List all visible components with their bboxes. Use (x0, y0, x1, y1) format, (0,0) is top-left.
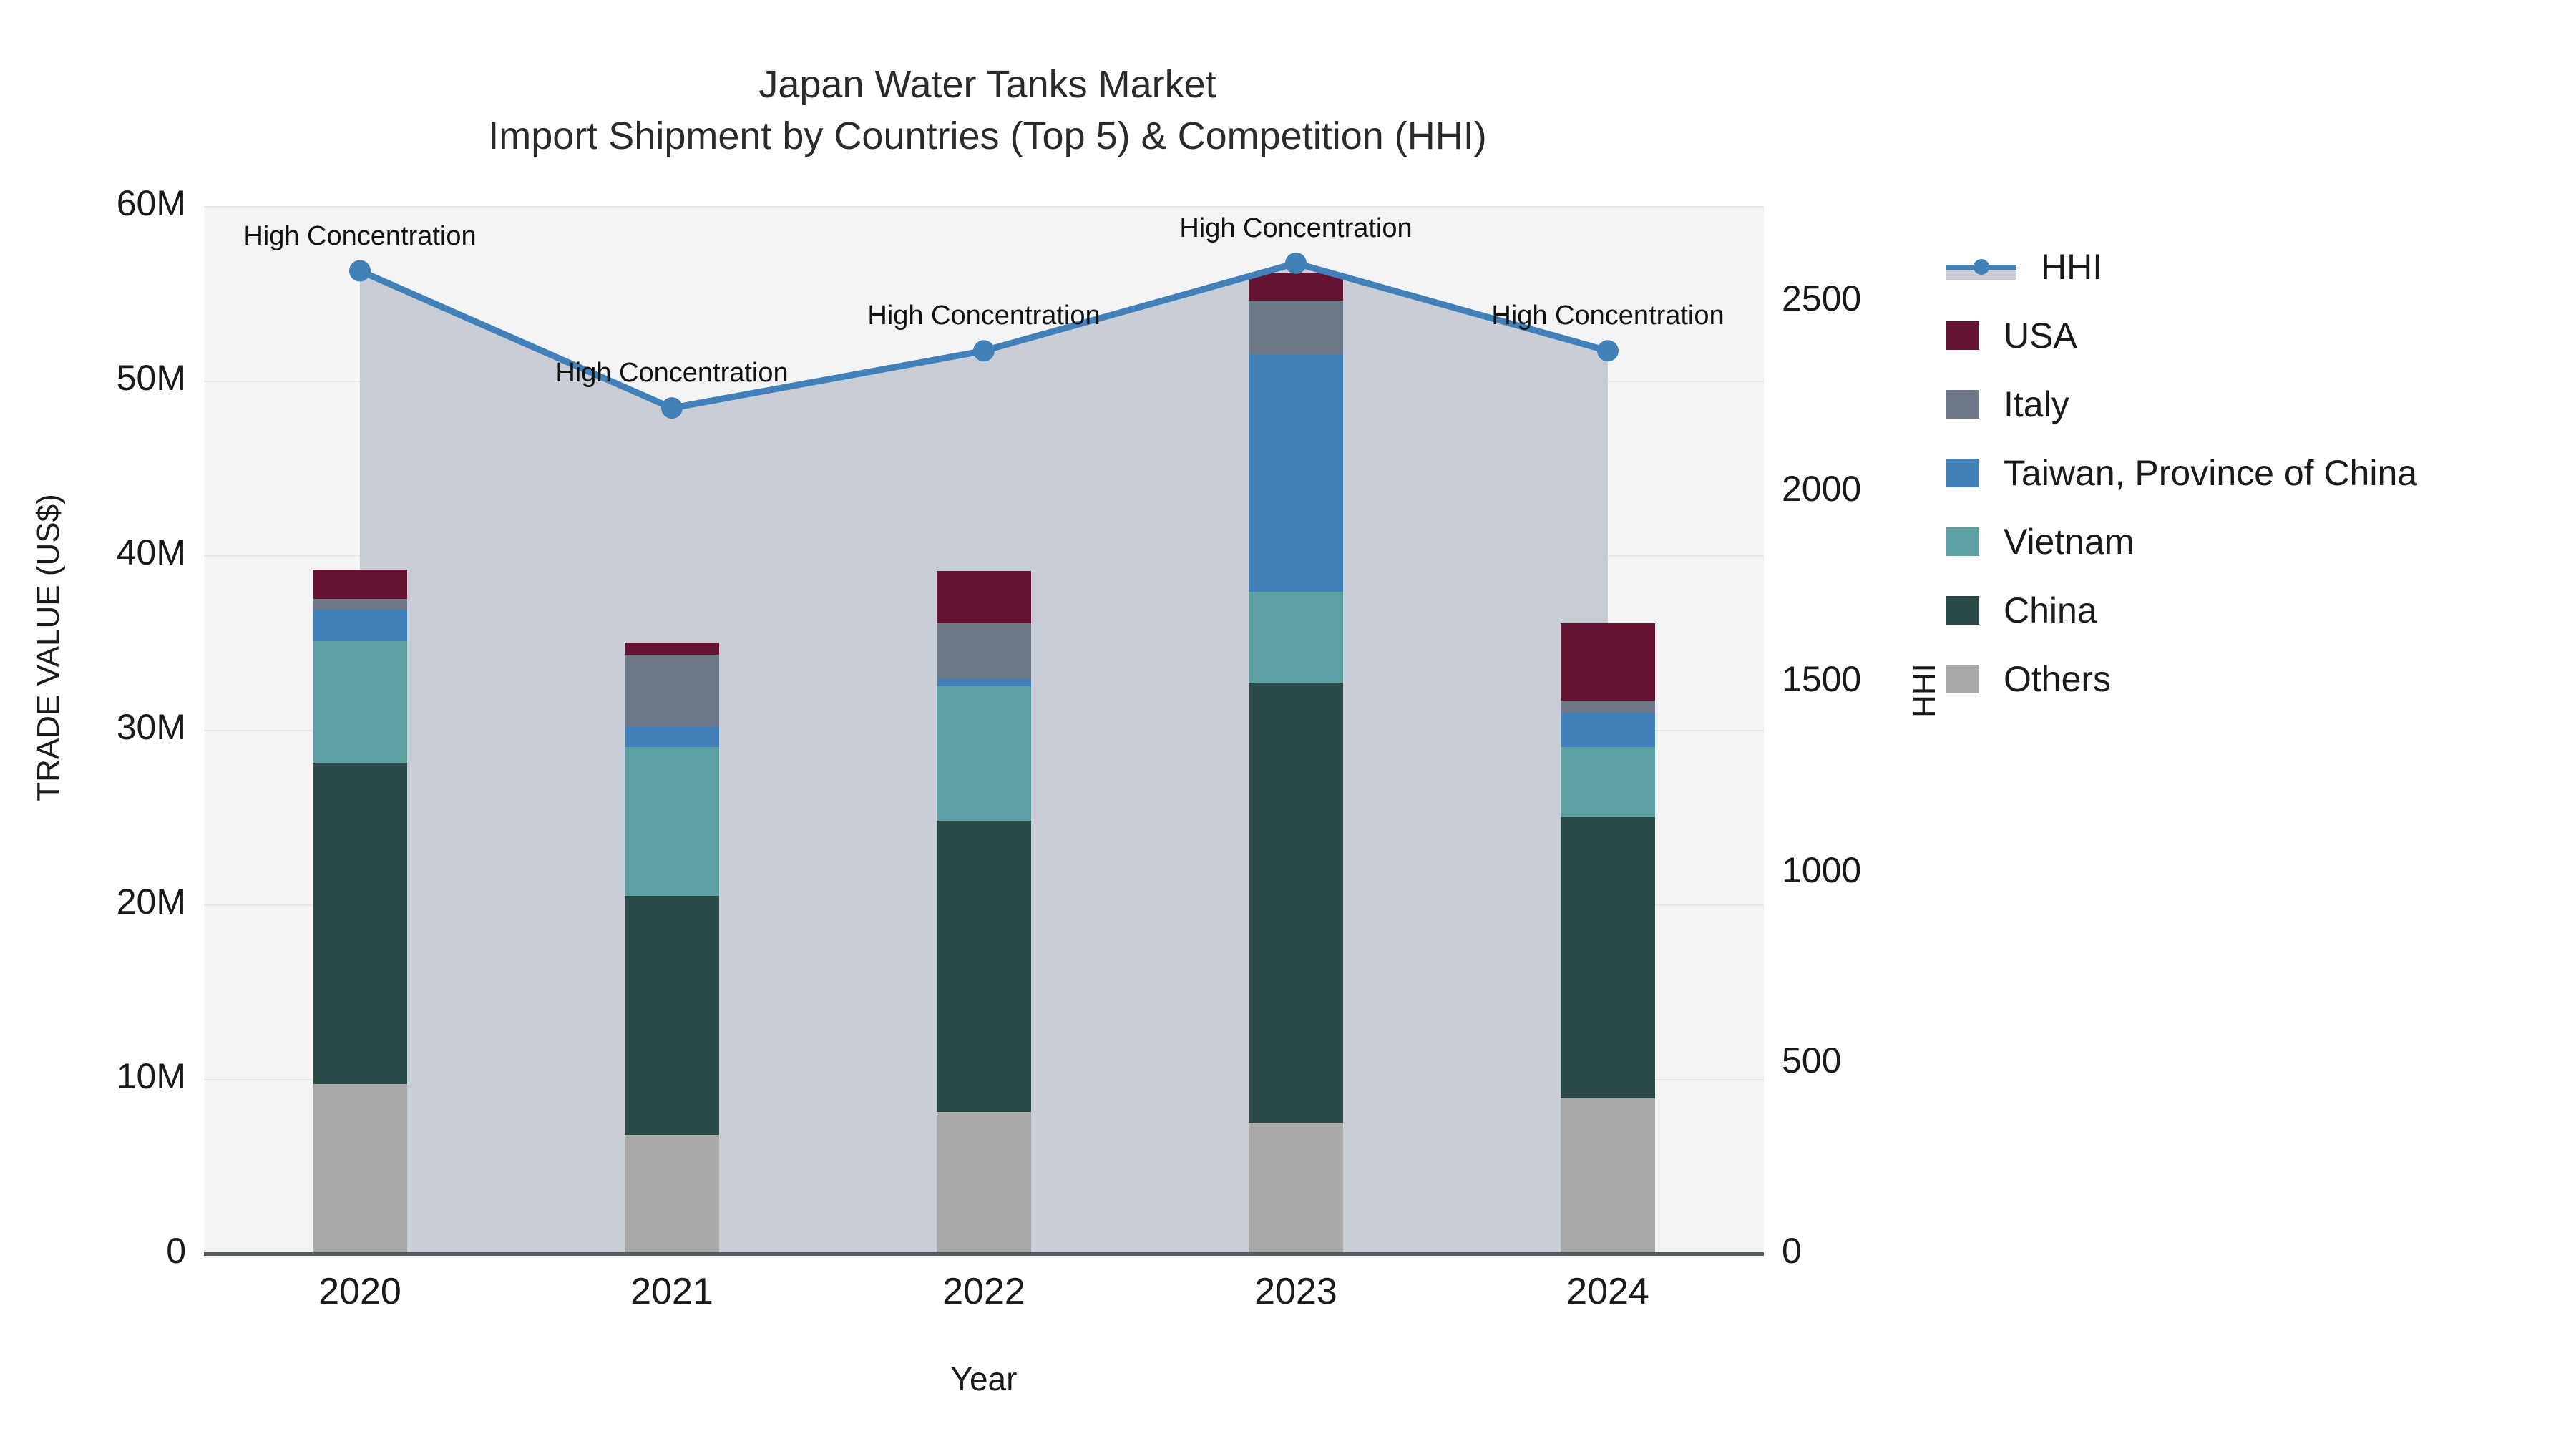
legend-item-label: Others (2004, 659, 2112, 699)
x-axis-tick-label: 2020 (318, 1271, 401, 1312)
gridline (204, 206, 1764, 208)
legend-item[interactable]: Others (1946, 645, 2562, 713)
legend-item[interactable]: China (1946, 576, 2562, 645)
legend-line-dot (1974, 259, 1989, 275)
bar-segment[interactable] (625, 643, 719, 655)
legend-item-label: Vietnam (2004, 522, 2135, 562)
bar-stack[interactable] (1561, 206, 1655, 1254)
y-axis-right-tick-label: 1000 (1782, 849, 1862, 890)
bar-segment[interactable] (625, 726, 719, 748)
legend-item-label: USA (2004, 316, 2077, 356)
x-axis-line (204, 1252, 1764, 1256)
plot-area (204, 206, 1764, 1254)
legend-item[interactable]: Vietnam (1946, 507, 2562, 576)
x-axis-tick-label: 2021 (630, 1271, 713, 1312)
legend-item[interactable]: Taiwan, Province of China (1946, 439, 2562, 507)
bar-stack[interactable] (1249, 206, 1343, 1254)
bar-segment[interactable] (1249, 272, 1343, 301)
bar-segment[interactable] (937, 1112, 1031, 1254)
y-axis-left-tick-label: 10M (116, 1056, 186, 1096)
y-axis-left-tick-label: 50M (116, 358, 186, 398)
x-axis-tick-label: 2024 (1566, 1271, 1649, 1312)
legend-line-marker-icon (1946, 253, 2016, 281)
legend-color-swatch (1946, 596, 1979, 625)
chart-title: Japan Water Tanks Market Import Shipment… (0, 59, 1975, 162)
legend-item[interactable]: HHI (1946, 233, 2562, 301)
annotation-high-concentration: High Concentration (867, 301, 1101, 331)
bar-segment[interactable] (625, 1135, 719, 1254)
legend-color-swatch (1946, 527, 1979, 556)
y-axis-right-title: HHI (1907, 663, 1942, 718)
bar-segment[interactable] (625, 895, 719, 1136)
bar-segment[interactable] (1561, 1098, 1655, 1254)
annotation-high-concentration: High Concentration (555, 358, 789, 389)
bar-segment[interactable] (1249, 354, 1343, 592)
bar-segment[interactable] (1561, 817, 1655, 1098)
bar-segment[interactable] (1249, 592, 1343, 683)
bar-segment[interactable] (313, 1084, 407, 1254)
x-axis-tick-label: 2022 (942, 1271, 1025, 1312)
bar-segment[interactable] (1561, 623, 1655, 701)
bar-segment[interactable] (1561, 700, 1655, 713)
legend: HHI USA Italy Taiwan, Province of China Viet… (1946, 233, 2562, 713)
bar-segment[interactable] (937, 570, 1031, 624)
bar-segment[interactable] (313, 763, 407, 1085)
bar-stack[interactable] (937, 206, 1031, 1254)
legend-color-swatch (1946, 665, 1979, 693)
chart-title-line-2: Import Shipment by Countries (Top 5) & C… (488, 114, 1487, 157)
x-axis-title: Year (950, 1360, 1018, 1397)
bar-segment[interactable] (1561, 747, 1655, 817)
bar-stack[interactable] (313, 206, 407, 1254)
x-axis-tick-label: 2023 (1254, 1271, 1337, 1312)
legend-item-label: Taiwan, Province of China (2004, 453, 2418, 493)
bar-segment[interactable] (937, 686, 1031, 821)
bar-segment[interactable] (1561, 712, 1655, 748)
legend-item[interactable]: USA (1946, 301, 2562, 370)
y-axis-left-tick-label: 40M (116, 532, 186, 572)
y-axis-left-tick-label: 0 (166, 1231, 186, 1271)
bar-segment[interactable] (937, 623, 1031, 680)
annotation-high-concentration: High Concentration (1179, 213, 1413, 243)
y-axis-right-tick-label: 0 (1782, 1231, 1802, 1271)
legend-item-label: China (2004, 590, 2097, 630)
legend-item[interactable]: Italy (1946, 370, 2562, 439)
legend-color-swatch (1946, 459, 1979, 487)
bar-segment[interactable] (625, 747, 719, 896)
legend-item-label: HHI (2041, 247, 2103, 287)
legend-item-label: Italy (2004, 384, 2069, 424)
bar-segment[interactable] (313, 609, 407, 641)
annotation-high-concentration: High Concentration (243, 220, 477, 251)
bar-segment[interactable] (1249, 300, 1343, 355)
legend-color-swatch (1946, 321, 1979, 350)
bar-segment[interactable] (625, 655, 719, 727)
bar-segment[interactable] (1249, 683, 1343, 1123)
bar-segment[interactable] (937, 679, 1031, 686)
y-axis-left-tick-label: 60M (116, 183, 186, 223)
annotation-high-concentration: High Concentration (1491, 301, 1724, 331)
bar-segment[interactable] (1249, 1123, 1343, 1254)
y-axis-left-tick-label: 20M (116, 882, 186, 922)
y-axis-left-title: TRADE VALUE (US$) (31, 494, 66, 801)
y-axis-right-tick-label: 1500 (1782, 659, 1862, 700)
chart-title-line-1: Japan Water Tanks Market (758, 63, 1216, 106)
legend-area-band (1946, 270, 2016, 280)
bar-segment[interactable] (937, 820, 1031, 1113)
legend-color-swatch (1946, 390, 1979, 419)
y-axis-right-tick-label: 500 (1782, 1040, 1842, 1080)
bar-segment[interactable] (313, 599, 407, 610)
bar-stack[interactable] (625, 206, 719, 1254)
bar-segment[interactable] (313, 640, 407, 763)
bar-segment[interactable] (313, 569, 407, 599)
y-axis-right-tick-label: 2000 (1782, 469, 1862, 509)
y-axis-left-tick-label: 30M (116, 707, 186, 747)
y-axis-right-tick-label: 2500 (1782, 278, 1862, 319)
